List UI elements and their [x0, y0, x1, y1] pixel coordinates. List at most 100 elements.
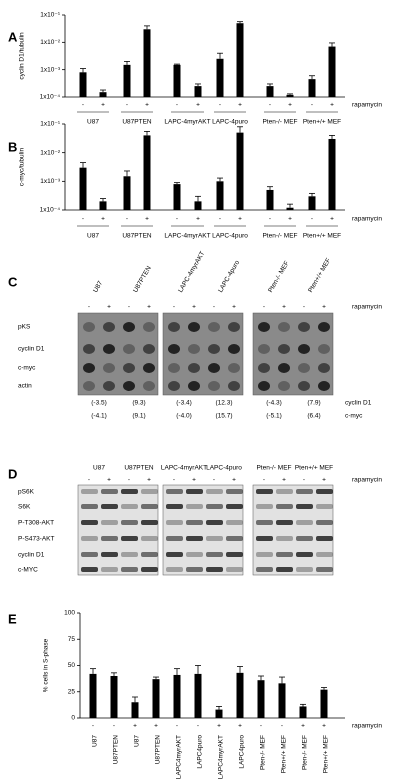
- treatment-sign: -: [176, 723, 178, 730]
- x-tick-label: -: [311, 216, 313, 223]
- bar: [286, 207, 294, 210]
- x-tick-label: -: [126, 216, 128, 223]
- bar: [194, 86, 202, 97]
- blot-spot: [228, 363, 240, 373]
- blot-band: [276, 520, 293, 525]
- x-tick-label: U87: [92, 735, 99, 747]
- blot-band: [101, 489, 118, 494]
- y-tick-label: 1x10⁻²: [40, 39, 61, 46]
- row-label: cyclin D1: [18, 552, 45, 559]
- bar: [194, 673, 202, 718]
- blot-band: [101, 520, 118, 525]
- blot-band: [141, 552, 158, 557]
- blot-spot: [298, 381, 310, 391]
- x-tick-label: +: [288, 216, 292, 223]
- treatment-label: rapamycin: [352, 304, 382, 311]
- quant-value: (-5.1): [266, 413, 282, 420]
- treatment-sign: -: [197, 723, 199, 730]
- group-label: Pten+/+ MEF: [303, 119, 341, 126]
- blot-band: [166, 504, 183, 509]
- bar: [286, 94, 294, 97]
- blot-band: [81, 536, 98, 541]
- blot-spot: [168, 363, 180, 373]
- treatment-sign: +: [192, 304, 196, 311]
- x-tick-label: -: [176, 102, 178, 109]
- blot-band: [81, 552, 98, 557]
- y-tick-label: 25: [68, 688, 76, 695]
- column-header: Pten+/+ MEF: [307, 257, 332, 294]
- treatment-sign: +: [147, 304, 151, 311]
- row-label: actin: [18, 383, 32, 390]
- bar: [308, 79, 316, 97]
- blot-spot: [228, 344, 240, 354]
- panel-label: E: [8, 611, 17, 626]
- y-tick-label: 1x10⁻³: [40, 178, 61, 185]
- blot-band: [141, 536, 158, 541]
- treatment-label: rapamycin: [352, 216, 382, 223]
- bar: [266, 86, 274, 97]
- treatment-sign: +: [133, 723, 137, 730]
- bar: [216, 58, 224, 97]
- x-tick-label: U87PTEN: [113, 735, 120, 765]
- quant-value: (-3.4): [176, 400, 192, 407]
- x-tick-label: -: [269, 102, 271, 109]
- blot-band: [166, 567, 183, 572]
- blot-spot: [83, 344, 95, 354]
- treatment-sign: +: [147, 477, 151, 484]
- blot-spot: [278, 363, 290, 373]
- blot-spot: [188, 363, 200, 373]
- bar: [236, 132, 244, 210]
- y-tick-label: 1x10⁻¹: [40, 121, 61, 128]
- blot-spot: [278, 344, 290, 354]
- blot-band: [256, 567, 273, 572]
- treatment-sign: -: [92, 723, 94, 730]
- treatment-sign: -: [260, 723, 262, 730]
- bar: [278, 683, 286, 718]
- blot-spot: [298, 344, 310, 354]
- y-tick-label: 100: [64, 610, 75, 617]
- x-tick-label: -: [311, 102, 313, 109]
- quant-value: (-4.3): [266, 400, 282, 407]
- x-tick-label: -: [82, 102, 84, 109]
- quant-label: cyclin D1: [345, 400, 372, 407]
- blot-band: [121, 536, 138, 541]
- column-header: U87: [93, 465, 105, 472]
- blot-spot: [168, 344, 180, 354]
- quant-value: (9.1): [132, 413, 145, 420]
- x-tick-label: LAPC4puro: [197, 735, 204, 769]
- group-label: U87PTEN: [122, 119, 152, 126]
- group-label: Pten-/- MEF: [262, 233, 297, 240]
- blot-band: [256, 520, 273, 525]
- blot-band: [121, 520, 138, 525]
- blot-band: [121, 552, 138, 557]
- blot-spot: [143, 322, 155, 332]
- quant-value: (6.4): [307, 413, 320, 420]
- group-label: Pten-/- MEF: [262, 119, 297, 126]
- bar: [131, 702, 139, 718]
- treatment-sign: +: [301, 723, 305, 730]
- x-tick-label: -: [269, 216, 271, 223]
- blot-spot: [83, 322, 95, 332]
- treatment-sign: +: [282, 477, 286, 484]
- bar: [194, 201, 202, 210]
- y-tick-label: 1x10⁻³: [40, 66, 61, 73]
- y-tick-label: 1x10⁻²: [40, 149, 61, 156]
- blot-band: [316, 567, 333, 572]
- quant-label: c-myc: [345, 413, 363, 420]
- x-tick-label: +: [196, 102, 200, 109]
- treatment-sign: +: [217, 723, 221, 730]
- quant-value: (7.9): [307, 400, 320, 407]
- bar: [299, 706, 307, 718]
- bar: [79, 167, 87, 210]
- treatment-sign: -: [128, 477, 130, 484]
- blot-spot: [258, 363, 270, 373]
- y-tick-label: 1x10⁻⁴: [40, 207, 61, 214]
- blot-spot: [298, 363, 310, 373]
- blot-band: [121, 489, 138, 494]
- blot-spot: [208, 363, 220, 373]
- treatment-sign: -: [173, 477, 175, 484]
- treatment-sign: -: [88, 477, 90, 484]
- treatment-sign: +: [322, 723, 326, 730]
- column-header: Pten+/+ MEF: [295, 465, 333, 472]
- blot-band: [206, 520, 223, 525]
